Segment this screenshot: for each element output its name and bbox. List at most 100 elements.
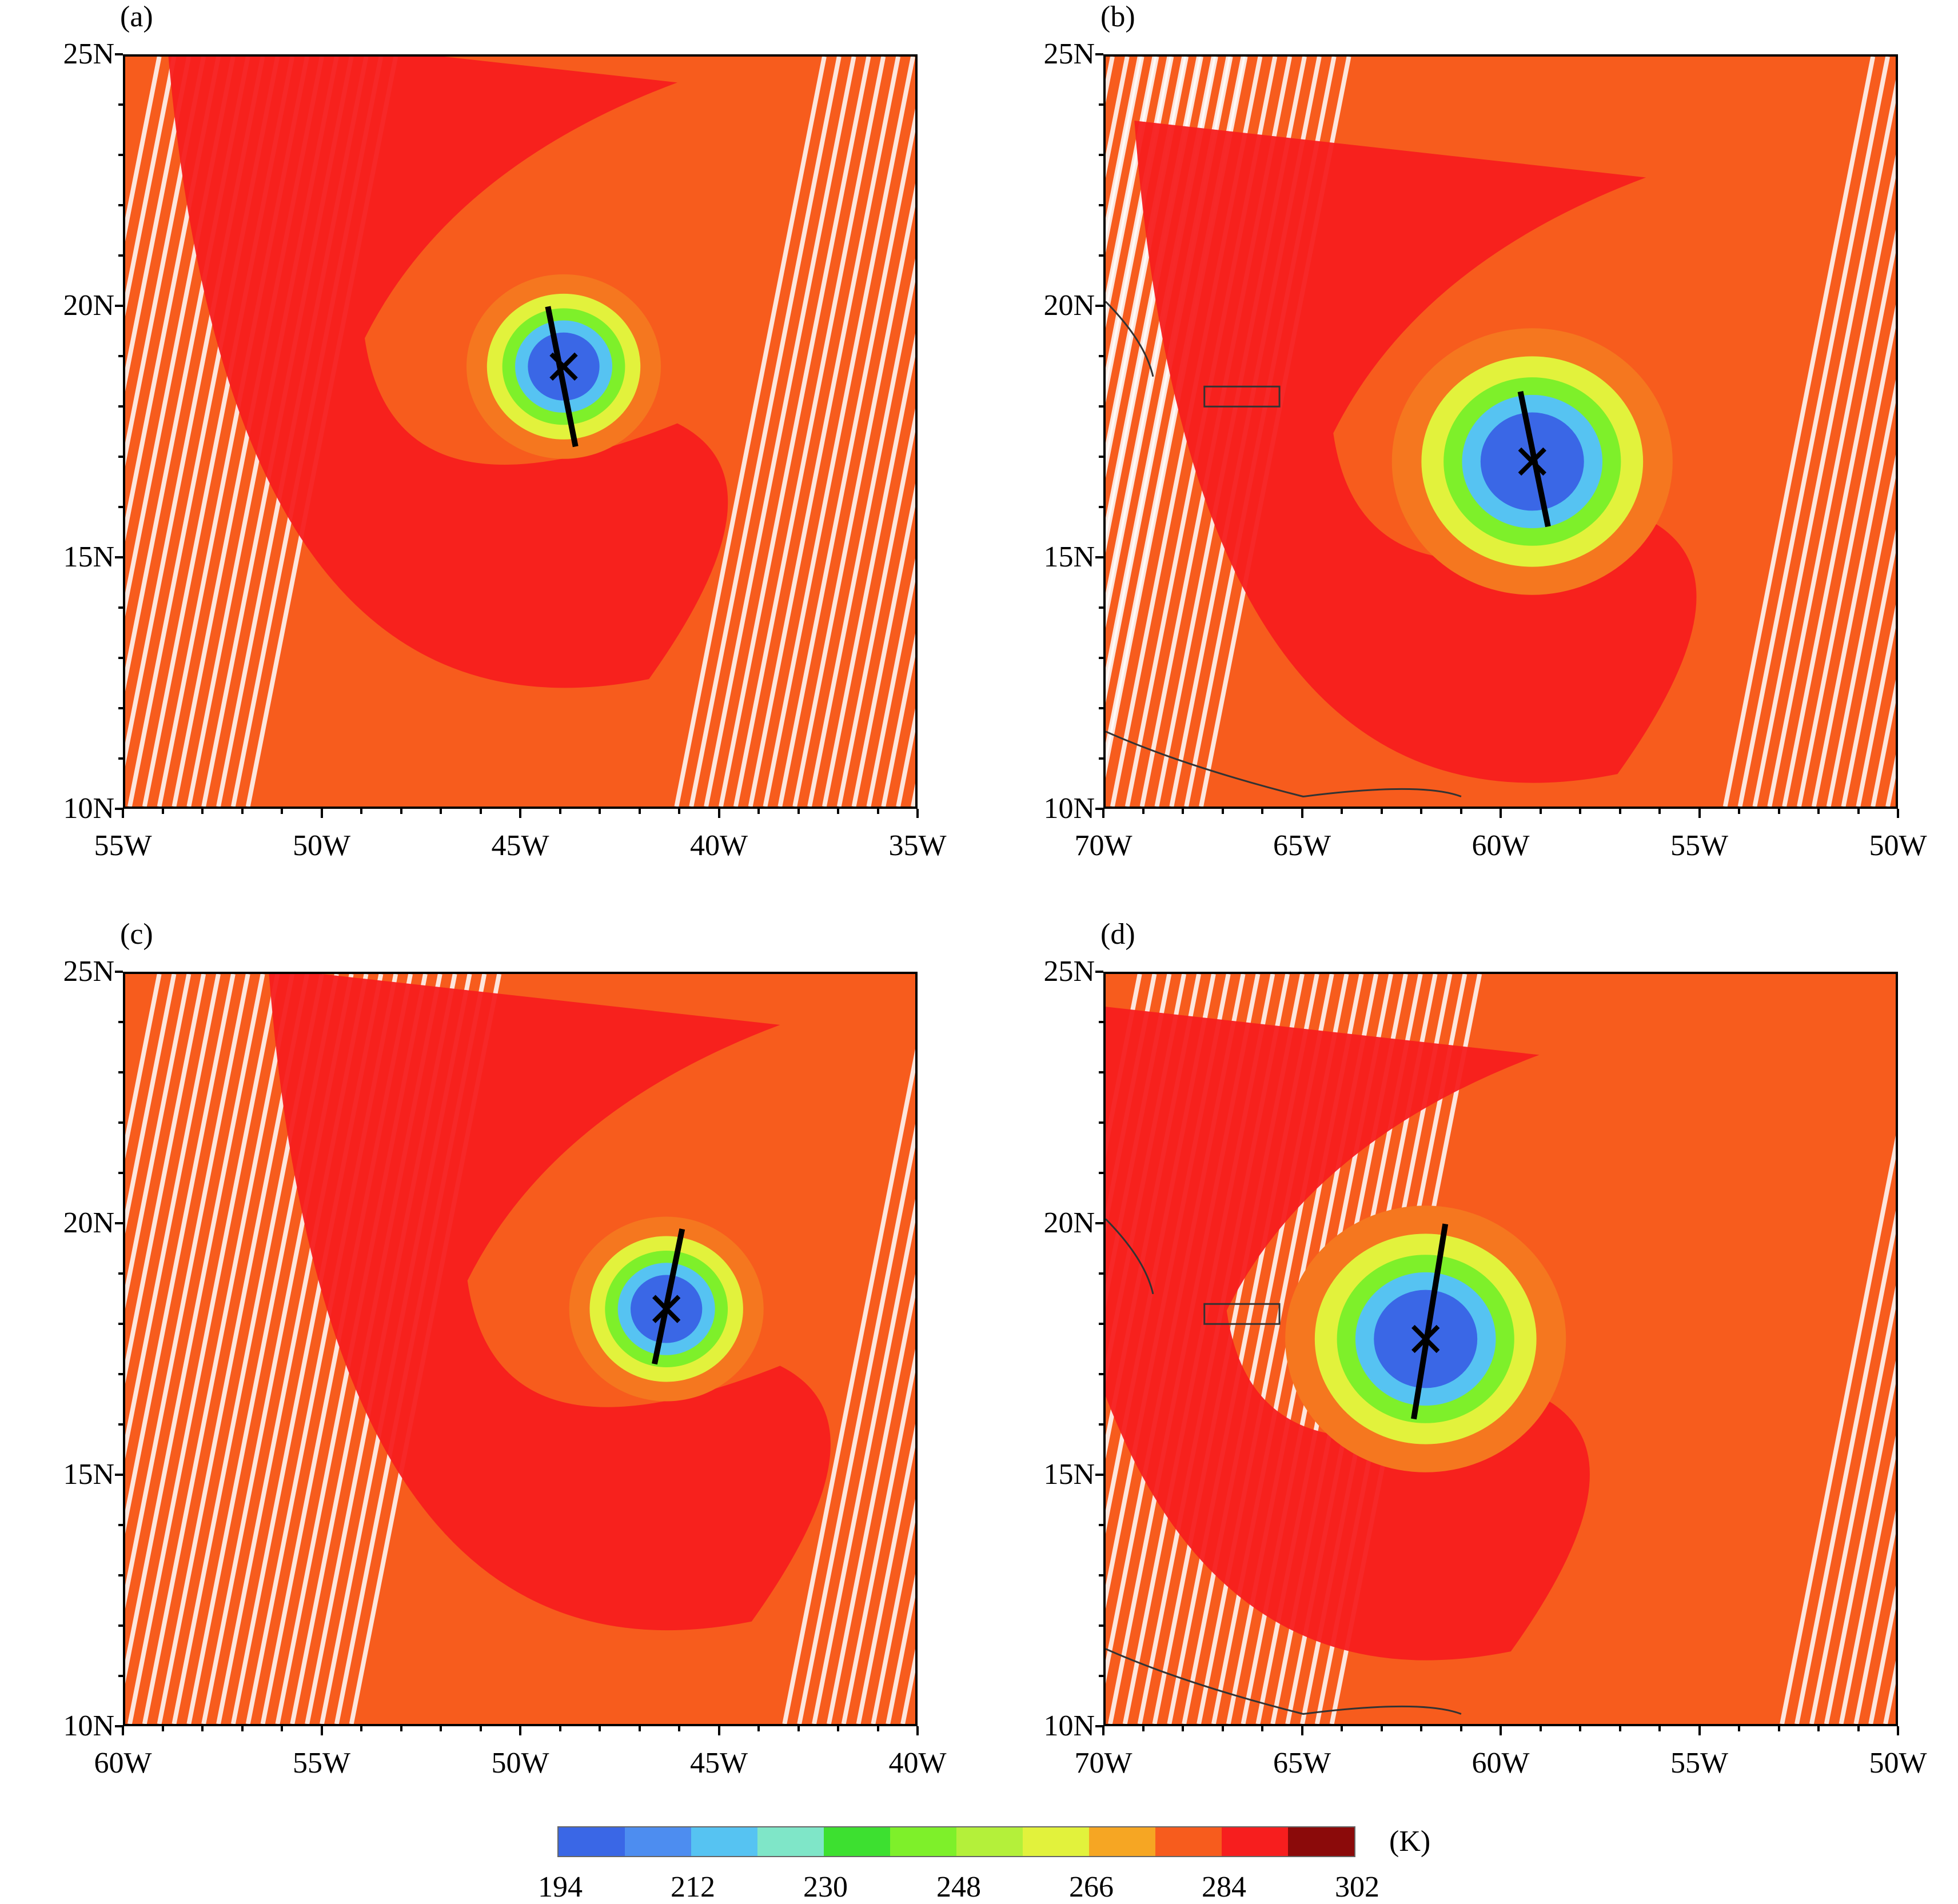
- x-minor-tick: [1618, 1726, 1621, 1731]
- x-minor-tick: [638, 809, 641, 814]
- x-minor-tick: [876, 1726, 879, 1731]
- warm-band: [1134, 121, 1697, 783]
- x-minor-tick: [360, 1726, 362, 1731]
- y-minor-tick: [118, 1071, 123, 1073]
- y-tick-label: 15N: [1043, 541, 1095, 573]
- x-tick-label: 35W: [888, 829, 947, 862]
- colorbar-swatch: [1155, 1827, 1222, 1856]
- x-minor-tick: [1301, 809, 1303, 814]
- x-minor-tick: [241, 809, 244, 814]
- y-minor-tick: [118, 1121, 123, 1124]
- y-minor-tick: [118, 204, 123, 206]
- x-minor-tick: [717, 1726, 720, 1731]
- x-minor-tick: [1817, 809, 1820, 814]
- x-minor-tick: [599, 1726, 601, 1731]
- x-minor-tick: [1857, 809, 1860, 814]
- colorbar-swatch: [890, 1827, 956, 1856]
- y-minor-tick: [1099, 405, 1103, 408]
- x-minor-tick: [1380, 809, 1383, 814]
- x-minor-tick: [1539, 809, 1542, 814]
- y-tick-label: 10N: [1043, 1710, 1095, 1742]
- y-minor-tick: [118, 305, 123, 307]
- y-minor-tick: [1099, 103, 1103, 106]
- y-minor-tick: [1099, 971, 1103, 973]
- x-tick-label: 55W: [1670, 829, 1729, 862]
- x-minor-tick: [1738, 1726, 1740, 1731]
- y-minor-tick: [1099, 1121, 1103, 1124]
- y-tick-label: 20N: [1043, 289, 1095, 322]
- x-minor-tick: [281, 1726, 283, 1731]
- x-minor-tick: [1500, 1726, 1502, 1731]
- x-minor-tick: [797, 1726, 800, 1731]
- colorbar-tick: 284: [1202, 1871, 1246, 1903]
- x-minor-tick: [519, 809, 521, 814]
- x-minor-tick: [1817, 1726, 1820, 1731]
- y-minor-tick: [118, 456, 123, 458]
- y-tick-label: 25N: [1043, 38, 1095, 70]
- x-minor-tick: [1142, 1726, 1145, 1731]
- y-minor-tick: [118, 556, 123, 558]
- y-minor-tick: [118, 1222, 123, 1224]
- y-minor-tick: [118, 1021, 123, 1023]
- y-minor-tick: [1099, 1725, 1103, 1727]
- y-minor-tick: [1099, 53, 1103, 55]
- y-minor-tick: [118, 355, 123, 357]
- x-tick-label: 65W: [1273, 1747, 1331, 1779]
- colorbar-swatch: [1288, 1827, 1354, 1856]
- x-minor-tick: [440, 1726, 442, 1731]
- x-minor-tick: [1698, 809, 1701, 814]
- y-minor-tick: [1099, 1021, 1103, 1023]
- x-tick-label: 60W: [94, 1747, 152, 1779]
- warm-band: [269, 974, 831, 1630]
- panel-label: (b): [1100, 1, 1135, 33]
- warm-band: [1106, 1007, 1590, 1660]
- x-tick-label: 60W: [1472, 829, 1530, 862]
- x-minor-tick: [201, 1726, 204, 1731]
- y-minor-tick: [1099, 1071, 1103, 1073]
- x-minor-tick: [1738, 809, 1740, 814]
- x-minor-tick: [281, 809, 283, 814]
- x-minor-tick: [1579, 809, 1581, 814]
- coastline: [1106, 301, 1462, 798]
- y-minor-tick: [118, 154, 123, 156]
- y-minor-tick: [1099, 355, 1103, 357]
- y-minor-tick: [118, 506, 123, 508]
- cross-section-line: [652, 1228, 685, 1365]
- x-tick-label: 50W: [292, 829, 351, 862]
- brightness-temperature-map: [125, 974, 915, 1724]
- x-minor-tick: [1897, 1726, 1899, 1731]
- x-minor-tick: [1777, 1726, 1780, 1731]
- y-minor-tick: [118, 1323, 123, 1325]
- x-minor-tick: [1658, 1726, 1661, 1731]
- x-tick-label: 45W: [491, 829, 549, 862]
- colorbar-swatch: [691, 1827, 757, 1856]
- brightness-temperature-map: [125, 57, 915, 807]
- x-minor-tick: [1897, 809, 1899, 814]
- x-tick-label: 40W: [689, 829, 748, 862]
- x-minor-tick: [1102, 1726, 1104, 1731]
- panel-label: (d): [1100, 918, 1135, 951]
- storm-center-marker: [652, 1295, 681, 1323]
- x-minor-tick: [1182, 809, 1184, 814]
- x-minor-tick: [201, 809, 204, 814]
- y-tick-label: 20N: [63, 289, 114, 322]
- y-minor-tick: [1099, 1222, 1103, 1224]
- x-minor-tick: [320, 809, 323, 814]
- panel-label: (a): [120, 1, 153, 33]
- x-minor-tick: [360, 809, 362, 814]
- x-minor-tick: [559, 809, 561, 814]
- colorbar-tick: 266: [1069, 1871, 1114, 1903]
- x-tick-label: 65W: [1273, 829, 1331, 862]
- storm-center-marker: [1411, 1324, 1440, 1354]
- x-tick-label: 50W: [1869, 829, 1927, 862]
- x-tick-label: 50W: [1869, 1747, 1927, 1779]
- colorbar-tick: 212: [671, 1871, 715, 1903]
- colorbar-tick: 194: [538, 1871, 583, 1903]
- map-frame: [123, 972, 918, 1726]
- y-minor-tick: [1099, 808, 1103, 810]
- x-minor-tick: [599, 809, 601, 814]
- colorbar-swatch: [956, 1827, 1023, 1856]
- map-frame: [1103, 54, 1898, 809]
- x-minor-tick: [876, 809, 879, 814]
- y-tick-label: 10N: [63, 792, 114, 825]
